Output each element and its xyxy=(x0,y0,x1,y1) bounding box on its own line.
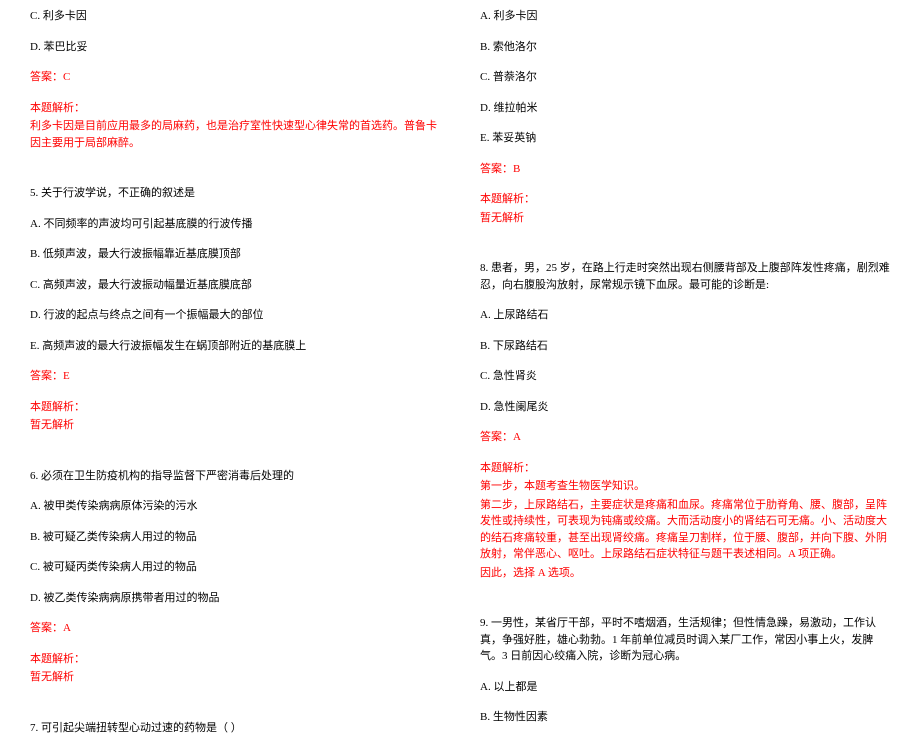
q6-option-b: B. 被可疑乙类传染病人用过的物品 xyxy=(30,529,440,546)
q5-stem: 5. 关于行波学说，不正确的叙述是 xyxy=(30,185,440,202)
q5-option-c: C. 高频声波，最大行波振动幅量近基底膜底部 xyxy=(30,277,440,294)
q7-option-a: A. 利多卡因 xyxy=(480,8,890,25)
q7-analysis-label: 本题解析： xyxy=(480,191,890,208)
q8-option-c: C. 急性肾炎 xyxy=(480,368,890,385)
q8-answer: 答案：A xyxy=(480,429,890,446)
q8-analysis-2: 第二步，上尿路结石，主要症状是疼痛和血尿。疼痛常位于肋脊角、腰、腹部，呈阵发性或… xyxy=(480,497,890,563)
q5-option-d: D. 行波的起点与终点之间有一个振幅最大的部位 xyxy=(30,307,440,324)
q4-option-d: D. 苯巴比妥 xyxy=(30,39,440,56)
q7-option-b: B. 索他洛尔 xyxy=(480,39,890,56)
q4-analysis-label: 本题解析： xyxy=(30,100,440,117)
q9-option-a: A. 以上都是 xyxy=(480,679,890,696)
q7-option-e: E. 苯妥英钠 xyxy=(480,130,890,147)
q6-stem: 6. 必须在卫生防疫机构的指导监督下严密消毒后处理的 xyxy=(30,468,440,485)
q8-option-b: B. 下尿路结石 xyxy=(480,338,890,355)
q4-option-c: C. 利多卡因 xyxy=(30,8,440,25)
q6-option-d: D. 被乙类传染病病原携带者用过的物品 xyxy=(30,590,440,607)
q6-answer: 答案：A xyxy=(30,620,440,637)
q7-answer: 答案：B xyxy=(480,161,890,178)
q7-analysis: 暂无解析 xyxy=(480,210,890,227)
q9-option-b: B. 生物性因素 xyxy=(480,709,890,726)
q8-analysis-3: 因此，选择 A 选项。 xyxy=(480,565,890,582)
q6-option-a: A. 被甲类传染病病原体污染的污水 xyxy=(30,498,440,515)
q5-answer: 答案：E xyxy=(30,368,440,385)
q4-answer: 答案：C xyxy=(30,69,440,86)
q8-stem: 8. 患者，男，25 岁，在路上行走时突然出现右侧腰背部及上腹部阵发性疼痛，剧烈… xyxy=(480,260,890,293)
q7-option-d: D. 维拉帕米 xyxy=(480,100,890,117)
q5-option-b: B. 低频声波，最大行波振幅靠近基底膜顶部 xyxy=(30,246,440,263)
q5-analysis: 暂无解析 xyxy=(30,417,440,434)
q5-option-e: E. 高频声波的最大行波振幅发生在蜗顶部附近的基底膜上 xyxy=(30,338,440,355)
q7-option-c: C. 普萘洛尔 xyxy=(480,69,890,86)
q8-option-a: A. 上尿路结石 xyxy=(480,307,890,324)
q6-analysis: 暂无解析 xyxy=(30,669,440,686)
q5-analysis-label: 本题解析： xyxy=(30,399,440,416)
q8-analysis-1: 第一步，本题考查生物医学知识。 xyxy=(480,478,890,495)
q4-analysis: 利多卡因是目前应用最多的局麻药，也是治疗室性快速型心律失常的首选药。普鲁卡因主要… xyxy=(30,118,440,151)
q7-stem: 7. 可引起尖端扭转型心动过速的药物是（ ） xyxy=(30,720,440,736)
q6-option-c: C. 被可疑丙类传染病人用过的物品 xyxy=(30,559,440,576)
q8-option-d: D. 急性阑尾炎 xyxy=(480,399,890,416)
q9-stem: 9. 一男性，某省厅干部，平时不嗜烟酒，生活规律；但性情急躁，易激动，工作认真，… xyxy=(480,615,890,665)
q5-option-a: A. 不同频率的声波均可引起基底膜的行波传播 xyxy=(30,216,440,233)
q6-analysis-label: 本题解析： xyxy=(30,651,440,668)
q8-analysis-label: 本题解析： xyxy=(480,460,890,477)
